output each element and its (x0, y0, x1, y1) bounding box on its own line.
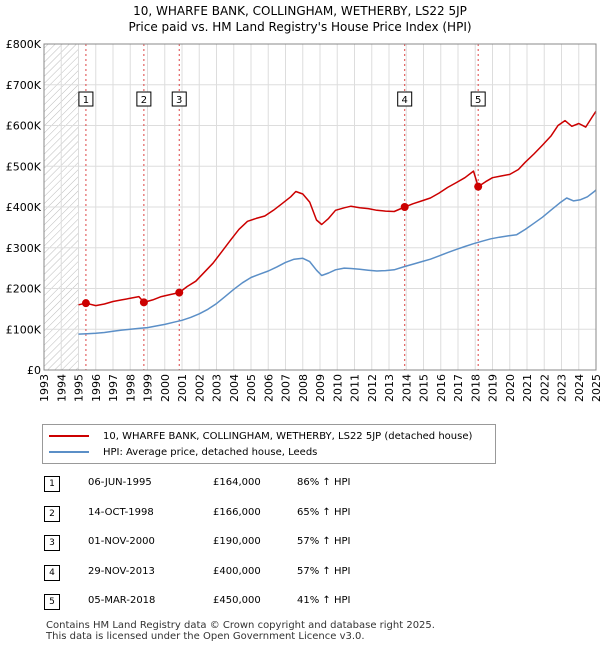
y-tick-label: £600K (6, 120, 42, 133)
x-tick-label: 2015 (418, 374, 431, 402)
x-tick-label: 2004 (228, 374, 241, 402)
x-tick-label: 1996 (90, 374, 103, 402)
x-tick-label: 2003 (211, 374, 224, 402)
x-tick-label: 1997 (107, 374, 120, 402)
y-tick-label: £200K (6, 283, 42, 296)
sale-price: £450,000 (213, 595, 261, 606)
x-tick-label: 2012 (366, 374, 379, 402)
sale-marker-box (78, 91, 94, 107)
x-tick-label: 1995 (73, 374, 86, 402)
sale-date: 14-OCT-1998 (88, 506, 154, 518)
sale-row: 2 14-OCT-1998 £166,000 65% ↑ HPI (42, 501, 462, 531)
sale-marker-label: 2 (141, 95, 147, 106)
sale-price: £190,000 (213, 536, 261, 547)
x-tick-label: 2008 (297, 374, 310, 402)
x-tick-label: 2007 (280, 374, 293, 402)
sale-number: 4 (44, 564, 60, 581)
x-tick-label: 2020 (504, 374, 517, 402)
y-tick-label: £100K (6, 323, 42, 336)
sale-point (474, 182, 483, 191)
sale-point (400, 203, 409, 211)
sale-date: 29-NOV-2013 (88, 565, 155, 577)
sale-number: 3 (44, 535, 60, 551)
legend-swatch-hpi (49, 451, 89, 453)
x-tick-label: 2014 (400, 374, 413, 402)
legend-label-property: 10, WHARFE BANK, COLLINGHAM, WETHERBY, L… (103, 430, 473, 442)
legend-swatch-property (49, 435, 89, 437)
sale-row: 3 01-NOV-2000 £190,000 57% ↑ HPI (42, 530, 462, 560)
legend-item-hpi: HPI: Average price, detached house, Leed… (49, 445, 317, 459)
sale-point (81, 299, 90, 308)
sales-table: 1 06-JUN-1995 £164,000 86% ↑ HPI 2 14-OC… (42, 471, 462, 619)
sale-marker-box (136, 91, 152, 107)
sale-row: 1 06-JUN-1995 £164,000 86% ↑ HPI (42, 471, 462, 501)
sale-price: £400,000 (213, 565, 261, 577)
x-tick-label: 1998 (124, 374, 137, 402)
x-tick-label: 2011 (349, 374, 362, 402)
x-tick-label: 2016 (435, 374, 448, 402)
y-tick-label: £700K (6, 79, 42, 92)
sale-hpi: 86% ↑ HPI (297, 477, 351, 488)
footer-licence: This data is licensed under the Open Gov… (46, 631, 365, 642)
y-tick-label: £500K (6, 160, 42, 173)
x-tick-label: 2005 (245, 374, 258, 402)
price-chart: 1 2 3 4 5 £0 £100K £200K £300K £400K £500K £600K £7… (6, 38, 600, 402)
x-tick-label: 1993 (38, 374, 51, 402)
x-tick-label: 1994 (55, 374, 68, 402)
x-tick-label: 2017 (452, 374, 465, 402)
sale-price: £166,000 (213, 506, 261, 518)
x-tick-label: 2023 (556, 374, 569, 402)
series-line-property (78, 110, 597, 307)
sale-point (139, 298, 148, 307)
sale-date: 06-JUN-1995 (88, 477, 152, 488)
sale-marker-box (397, 91, 413, 107)
x-tick-label: 2019 (487, 374, 500, 402)
x-tick-label: 2002 (193, 374, 206, 402)
y-tick-label: £800K (6, 38, 42, 51)
sale-price: £164,000 (213, 477, 261, 488)
sale-hpi: 65% ↑ HPI (297, 506, 351, 518)
sale-date: 01-NOV-2000 (88, 536, 155, 547)
sale-marker-label: 5 (475, 95, 481, 106)
sale-point (175, 288, 184, 297)
x-tick-label: 2021 (521, 374, 534, 402)
footer-copyright: Contains HM Land Registry data © Crown c… (46, 620, 435, 631)
x-tick-label: 2025 (590, 374, 600, 402)
sale-hpi: 41% ↑ HPI (297, 595, 351, 606)
legend-item-property: 10, WHARFE BANK, COLLINGHAM, WETHERBY, L… (49, 429, 472, 443)
y-tick-label: £400K (6, 201, 42, 214)
sale-row: 5 05-MAR-2018 £450,000 41% ↑ HPI (42, 589, 462, 619)
sale-hpi: 57% ↑ HPI (297, 565, 351, 577)
sale-row: 4 29-NOV-2013 £400,000 57% ↑ HPI (42, 560, 462, 590)
x-tick-label: 2001 (176, 374, 189, 402)
sale-marker-label: 1 (83, 95, 89, 106)
chart-subtitle: Price paid vs. HM Land Registry's House … (128, 20, 472, 34)
x-tick-label: 2000 (159, 374, 172, 402)
x-tick-label: 2018 (469, 374, 482, 402)
y-tick-label: £300K (6, 242, 42, 255)
x-tick-label: 2013 (383, 374, 396, 402)
x-tick-label: 2022 (538, 374, 551, 402)
sale-marker-box (470, 91, 486, 107)
sale-date: 05-MAR-2018 (88, 595, 156, 606)
chart-legend: 10, WHARFE BANK, COLLINGHAM, WETHERBY, L… (42, 424, 496, 464)
sale-hpi: 57% ↑ HPI (297, 536, 351, 547)
sale-marker-box (171, 91, 187, 107)
series-line-hpi (78, 189, 597, 335)
legend-label-hpi: HPI: Average price, detached house, Leed… (103, 446, 318, 458)
sale-marker-label: 3 (176, 95, 182, 106)
x-tick-label: 2009 (314, 374, 327, 402)
plot-border (43, 43, 597, 371)
sale-marker-label: 4 (402, 95, 408, 106)
sale-number: 1 (44, 476, 60, 492)
chart-title: 10, WHARFE BANK, COLLINGHAM, WETHERBY, L… (133, 4, 467, 18)
x-tick-label: 2024 (573, 374, 586, 402)
sale-number: 2 (44, 505, 60, 522)
footer-attribution: Contains HM Land Registry data © Crown c… (46, 620, 435, 642)
x-tick-label: 1999 (142, 374, 155, 402)
x-tick-label: 2010 (331, 374, 344, 402)
sale-number: 5 (44, 594, 60, 610)
x-tick-label: 2006 (262, 374, 275, 402)
y-tick-label: £0 (27, 364, 41, 377)
